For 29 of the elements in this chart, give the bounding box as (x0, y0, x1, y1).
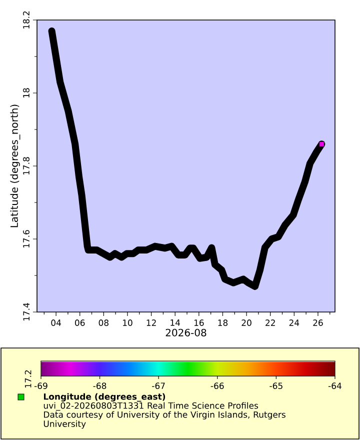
x-tick-label: 16 (194, 320, 204, 326)
color-bar-label: -64 (328, 382, 342, 390)
color-bar-title: Longitude (degrees_east) (44, 393, 166, 402)
color-bar-label: -67 (152, 382, 165, 390)
x-tick-label: 26 (313, 320, 323, 326)
x-tick-label: 06 (75, 320, 85, 326)
color-bar-label: -66 (210, 382, 224, 390)
text: 17.2 (24, 370, 32, 388)
text: Data courtesy of University of the Virgin Islands, Rutgers University (44, 411, 286, 429)
x-axis-title: 2026-08 (166, 328, 206, 336)
x-tick-label: 10 (123, 320, 132, 326)
x-tick-label: 04 (51, 320, 61, 326)
x-tick-label: 24 (289, 320, 300, 326)
color-bar-label: -69 (34, 382, 48, 390)
color-bar-label: -65 (270, 382, 282, 390)
x-tick-label: 20 (242, 320, 252, 326)
y-tick-label: 17.4 (23, 303, 30, 321)
y-axis-title: Latitude (degrees_north) (10, 104, 20, 228)
color-bar-label: -68 (93, 382, 106, 390)
y-tick-label: 18 (23, 88, 30, 98)
x-tick-label: 14 (170, 320, 180, 326)
x-tick-label: 18 (218, 320, 228, 326)
x-tick-label: 22 (266, 320, 275, 326)
y-tick-label: 17.8 (23, 157, 30, 175)
y-tick-label: 18.2 (23, 11, 30, 29)
y-tick-label: 17.6 (23, 230, 30, 248)
x-tick-label: 12 (146, 320, 156, 326)
x-tick-label: 08 (98, 320, 108, 326)
text: uvi_02-20260803T1331 Real Time Science Profiles (44, 402, 258, 411)
